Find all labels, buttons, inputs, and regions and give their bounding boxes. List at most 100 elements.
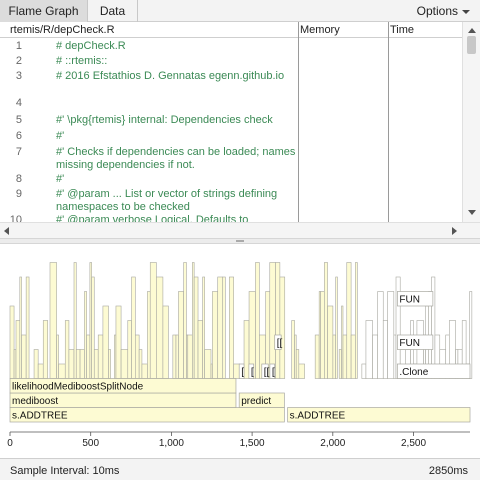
frame-box[interactable] [287, 407, 471, 423]
frame-box[interactable] [397, 291, 434, 307]
stack-frame[interactable] [15, 320, 21, 379]
stack-frame[interactable] [9, 305, 15, 379]
scroll-right-icon[interactable] [452, 227, 457, 235]
stack-frame[interactable] [102, 305, 109, 379]
stack-frame[interactable] [79, 349, 85, 379]
stack-frame[interactable] [183, 262, 187, 379]
stack-frame[interactable] [115, 305, 122, 379]
tab-flame-graph[interactable]: Flame Graph [0, 0, 88, 22]
stack-frame[interactable] [361, 363, 367, 379]
flame-frame[interactable]: FUN [397, 334, 434, 350]
stack-frame[interactable] [108, 349, 111, 379]
stack-frame[interactable] [217, 276, 224, 379]
stack-frame[interactable] [342, 334, 348, 379]
flame-frame[interactable]: FUN [397, 291, 434, 307]
stack-frame[interactable] [338, 349, 342, 379]
stack-frame[interactable] [131, 276, 136, 379]
frame-box[interactable] [397, 334, 434, 350]
stack-frame[interactable] [156, 276, 164, 379]
scroll-left-icon[interactable] [4, 227, 9, 235]
stack-frame[interactable] [73, 262, 77, 379]
flame-frame[interactable]: likelihoodMediboostSplitNode [9, 378, 237, 394]
stack-frame[interactable] [327, 305, 334, 379]
frame-box[interactable] [261, 363, 269, 379]
stack-frame[interactable] [120, 349, 129, 379]
flame-graph[interactable]: s.ADDTREE s.ADDTREE mediboost predict likeli… [0, 244, 480, 458]
stack-frame[interactable] [147, 291, 151, 379]
scroll-up-icon[interactable] [468, 28, 476, 33]
stack-frame[interactable] [97, 334, 104, 379]
stack-frame[interactable] [25, 276, 30, 379]
stack-frame[interactable] [279, 276, 286, 379]
stack-frame[interactable] [93, 349, 99, 379]
flame-frame[interactable]: s.ADDTREE [287, 407, 471, 423]
flame-frame[interactable]: [ [269, 363, 276, 379]
frame-box[interactable] [248, 363, 255, 379]
stack-frame[interactable] [49, 262, 57, 379]
stack-frame[interactable] [314, 334, 320, 379]
stack-frame[interactable] [365, 320, 373, 379]
stack-frame[interactable] [350, 334, 356, 379]
source-vertical-scrollbar[interactable] [462, 22, 480, 222]
stack-frame[interactable] [377, 291, 384, 379]
stack-frame[interactable] [172, 334, 177, 379]
stack-frame[interactable] [332, 334, 336, 379]
flame-frame[interactable]: .Clone [397, 363, 471, 379]
pane-splitter[interactable] [0, 238, 480, 244]
stack-frame[interactable] [127, 320, 132, 379]
flame-frame[interactable]: [[ [274, 334, 283, 350]
stack-frame[interactable] [187, 334, 193, 379]
frame-box[interactable] [269, 363, 276, 379]
frame-box[interactable] [238, 392, 285, 408]
stack-frame[interactable] [355, 262, 358, 379]
frame-box[interactable] [9, 378, 237, 394]
stack-frame[interactable] [243, 320, 250, 379]
stack-frame[interactable] [149, 262, 157, 379]
flame-frame[interactable]: mediboost [9, 392, 237, 408]
stack-frame[interactable] [255, 262, 260, 379]
stack-frame[interactable] [212, 291, 219, 379]
stack-frame[interactable] [162, 305, 169, 379]
flame-frame[interactable]: [ [238, 363, 245, 379]
flame-frame[interactable]: s.ADDTREE [9, 407, 285, 423]
stack-frame[interactable] [291, 320, 295, 379]
stack-frame[interactable] [91, 276, 95, 379]
stack-frame[interactable] [138, 349, 143, 379]
stack-frame[interactable] [393, 334, 397, 379]
stack-frame[interactable] [42, 320, 49, 379]
stack-frame[interactable] [324, 262, 328, 379]
stack-frame[interactable] [335, 276, 338, 379]
stack-frame[interactable] [372, 334, 378, 379]
stack-frame[interactable] [68, 349, 75, 379]
scroll-thumb[interactable] [467, 36, 476, 54]
stack-frame[interactable] [204, 349, 212, 379]
flame-frame[interactable]: [ [248, 363, 255, 379]
stack-frame[interactable] [58, 363, 66, 379]
scroll-down-icon[interactable] [468, 210, 476, 215]
stack-frame[interactable] [141, 363, 148, 379]
stack-frame[interactable] [269, 262, 276, 379]
stack-frame[interactable] [64, 320, 70, 379]
stack-frame[interactable] [233, 363, 240, 379]
time-column-header[interactable]: Time [390, 24, 415, 36]
stack-frame[interactable] [84, 291, 87, 379]
flame-frame[interactable]: predict [238, 392, 285, 408]
stack-frame[interactable] [469, 291, 473, 379]
flame-frame[interactable]: [[ [261, 363, 270, 379]
stack-frame[interactable] [295, 349, 300, 379]
stack-frame[interactable] [75, 349, 81, 379]
tab-data[interactable]: Data [88, 0, 138, 22]
options-menu[interactable]: Options [417, 0, 470, 22]
source-horizontal-scrollbar[interactable] [0, 222, 480, 238]
stack-frame[interactable] [178, 291, 184, 379]
stack-frame[interactable] [229, 276, 234, 379]
stack-frame[interactable] [37, 363, 44, 379]
stack-frame[interactable] [135, 334, 140, 379]
stack-frame[interactable] [33, 349, 39, 379]
stack-frame[interactable] [175, 334, 179, 379]
stack-frame[interactable] [222, 276, 226, 379]
stack-frame[interactable] [320, 291, 325, 379]
memory-column-header[interactable]: Memory [300, 24, 340, 36]
stack-frame[interactable] [346, 262, 352, 379]
stack-frame[interactable] [86, 334, 91, 379]
